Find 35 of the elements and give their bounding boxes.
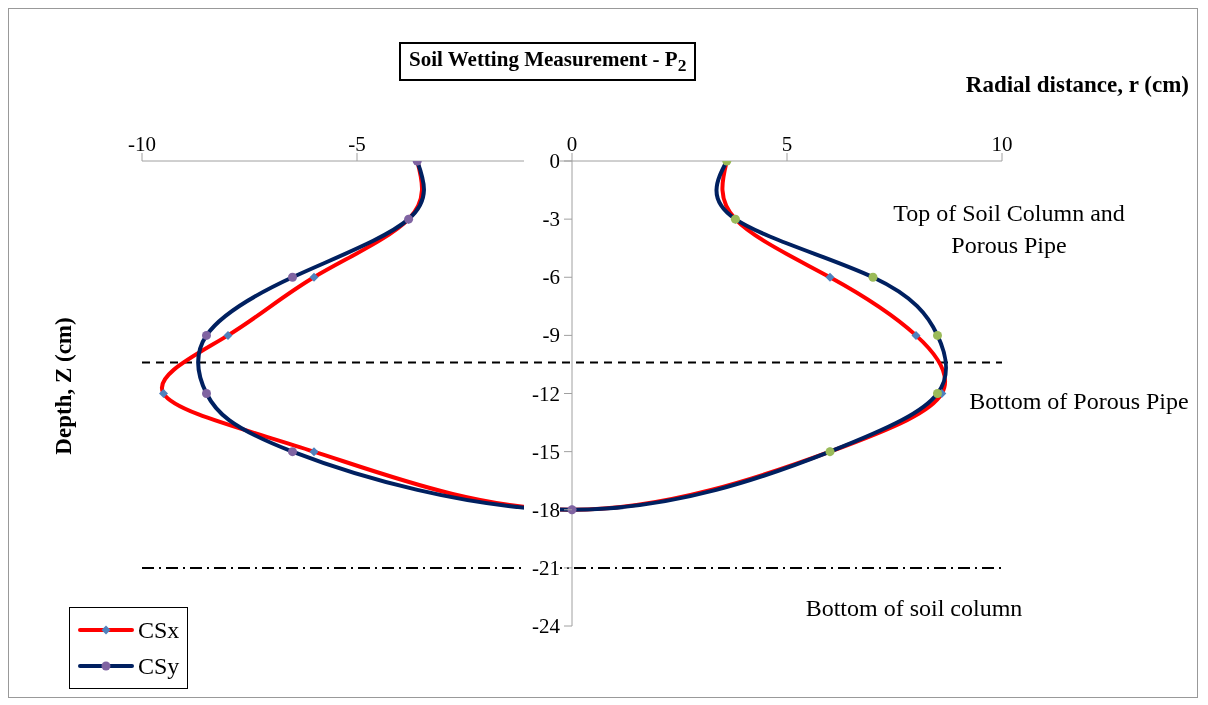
point bbox=[202, 330, 211, 340]
point bbox=[309, 447, 319, 457]
y-tick-label: -24 bbox=[532, 614, 561, 638]
y-tick-label: -18 bbox=[532, 497, 560, 522]
ref-line-label: Bottom of soil column bbox=[805, 594, 1023, 621]
x-tick-label: -5 bbox=[348, 132, 366, 156]
y-tick-label: -3 bbox=[542, 207, 560, 232]
point bbox=[159, 389, 168, 398]
point bbox=[309, 272, 319, 282]
y-tick-label: -9 bbox=[542, 323, 560, 348]
annotation: Top of Soil Column and Porous Pipe bbox=[893, 200, 1125, 258]
x-tick-label: -10 bbox=[128, 132, 156, 156]
point bbox=[288, 272, 297, 282]
point bbox=[868, 272, 878, 282]
point bbox=[223, 330, 233, 340]
x-tick-label: 0 bbox=[566, 132, 578, 156]
x-axis-title: Radial distance, r (cm) bbox=[965, 72, 1189, 97]
legend-label: CSy bbox=[138, 652, 180, 681]
ref-line-label: Bottom of Porous Pipe bbox=[969, 387, 1189, 414]
point bbox=[825, 272, 835, 282]
y-tick-label: -12 bbox=[532, 381, 560, 406]
y-tick-label: -21 bbox=[532, 555, 560, 580]
y-tick-label: -15 bbox=[532, 439, 560, 464]
y-tick-label: 0 bbox=[549, 149, 560, 173]
x-tick-label: 5 bbox=[781, 132, 793, 156]
x-tick-label: 10 bbox=[991, 132, 1013, 156]
point bbox=[202, 389, 211, 398]
point bbox=[288, 447, 297, 457]
legend-label: CSx bbox=[138, 616, 180, 645]
chart-title: Soil Wetting Measurement - P$_{2}$ bbox=[409, 47, 687, 76]
point bbox=[933, 389, 942, 398]
point bbox=[933, 330, 942, 340]
y-axis-title: Depth, Z (cm) bbox=[51, 316, 76, 455]
point bbox=[911, 330, 921, 340]
y-tick-label: -6 bbox=[542, 265, 560, 290]
